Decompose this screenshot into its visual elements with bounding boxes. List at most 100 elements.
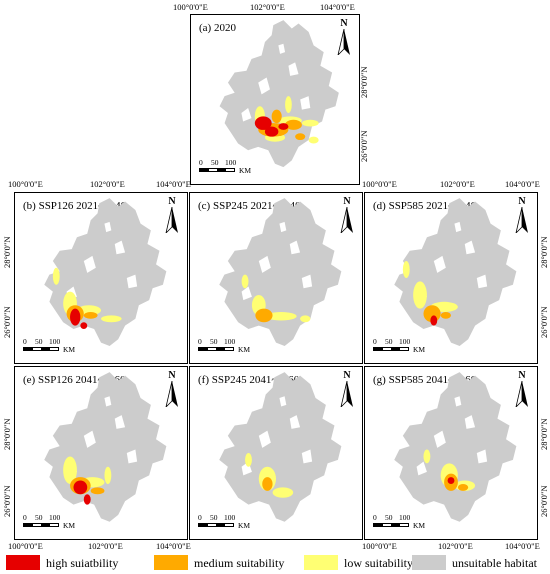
lat-tick-28: 28°0'0"N: [2, 236, 12, 268]
north-arrow-icon: N: [165, 371, 179, 412]
region-gap: [126, 274, 138, 289]
region-gap: [301, 274, 313, 289]
lat-tick-26: 26°0'0"N: [2, 306, 12, 338]
suitability-map: [219, 372, 342, 522]
scale-unit: KM: [239, 166, 252, 175]
lon-tick-100: 100°0'0"E: [8, 179, 43, 189]
region-gap: [278, 43, 286, 54]
lon-tick-104: 104°0'0"E: [505, 541, 540, 551]
lon-tick-100: 100°0'0"E: [173, 2, 208, 12]
scale-0: 0: [198, 513, 202, 522]
low-suitability-area: [63, 456, 77, 484]
north-arrow-shape: [515, 206, 528, 235]
region-gap: [476, 274, 488, 289]
scale-50: 50: [210, 337, 218, 346]
lon-tick-104: 104°0'0"E: [156, 541, 191, 551]
scale-50: 50: [385, 337, 393, 346]
suitability-map: [44, 198, 167, 346]
region-gap: [288, 62, 299, 76]
scale-0: 0: [23, 337, 27, 346]
north-arrow-icon: N: [515, 197, 529, 238]
lat-tick-28: 28°0'0"N: [539, 236, 549, 268]
legend: high suiatbility medium suitability low …: [0, 552, 550, 574]
map-panel-ssp585-2021-2040: (d) SSP585 2021~2040 N 0 50 100 KM: [364, 192, 538, 364]
north-arrow-shape: [340, 206, 353, 235]
panel-title: (a) 2020: [199, 22, 236, 34]
medium-suitability-area: [262, 477, 273, 491]
lon-tick-104: 104°0'0"E: [505, 179, 540, 189]
lon-tick-104: 104°0'0"E: [156, 179, 191, 189]
scale-100: 100: [49, 337, 61, 346]
region-gap: [258, 430, 271, 448]
legend-label-high: high suiatbility: [46, 556, 119, 570]
unsuitable-habitat-area: [394, 198, 517, 346]
lon-tick-102: 102°0'0"E: [88, 541, 123, 551]
suitability-map: [394, 198, 517, 346]
north-label: N: [343, 370, 351, 381]
low-suitability-area: [265, 312, 297, 321]
unsuitable-habitat-area: [219, 20, 339, 168]
scale-unit: KM: [63, 521, 76, 530]
lat-tick-28: 28°0'0"N: [2, 418, 12, 450]
scale-0: 0: [199, 158, 203, 167]
scale-bar-graphic: [198, 523, 234, 527]
north-arrow-shape: [165, 380, 178, 409]
region-gap: [83, 430, 96, 448]
north-label: N: [343, 196, 351, 207]
legend-label-unsuitable: unsuitable habitat: [452, 556, 537, 570]
region-gap: [454, 221, 462, 233]
lon-tick-102: 102°0'0"E: [440, 179, 475, 189]
medium-suitability-area: [255, 308, 273, 323]
scale-0: 0: [373, 337, 377, 346]
legend-swatch-medium: [154, 555, 188, 570]
low-suitability-area: [300, 315, 311, 323]
low-suitability-area: [101, 315, 122, 323]
region-gap: [241, 107, 252, 122]
lat-tick-26: 26°0'0"N: [359, 130, 369, 162]
low-suitability-area: [52, 267, 60, 285]
lat-tick-26: 26°0'0"N: [539, 306, 549, 338]
north-label: N: [168, 370, 176, 381]
medium-suitability-area: [457, 483, 469, 491]
north-arrow-shape: [515, 380, 528, 409]
high-suitability-area: [254, 116, 272, 130]
scale-100: 100: [225, 158, 237, 167]
low-suitability-area: [241, 274, 249, 289]
scale-50: 50: [35, 337, 43, 346]
scale-0: 0: [373, 513, 377, 522]
high-suitability-area: [278, 123, 289, 130]
region-gap: [289, 240, 301, 255]
high-suitability-area: [264, 126, 279, 137]
high-suitability-area: [83, 494, 91, 505]
unsuitable-habitat-area: [394, 372, 517, 522]
north-arrow-icon: N: [165, 197, 179, 238]
scale-100: 100: [224, 337, 236, 346]
lon-tick-100: 100°0'0"E: [8, 541, 43, 551]
scale-100: 100: [224, 513, 236, 522]
scale-50: 50: [385, 513, 393, 522]
low-suitability-area: [301, 119, 319, 127]
region-gap: [464, 415, 476, 429]
high-suitability-area: [447, 477, 455, 484]
scale-unit: KM: [413, 345, 426, 354]
low-suitability-area: [413, 281, 427, 309]
region-gap: [258, 77, 270, 95]
unsuitable-habitat-area: [44, 198, 167, 346]
scale-bar-graphic: [199, 168, 235, 172]
region-gap: [114, 415, 126, 429]
medium-suitability-area: [440, 312, 451, 319]
north-label: N: [518, 196, 526, 207]
low-suitability-area: [272, 487, 294, 498]
scale-50: 50: [35, 513, 43, 522]
low-suitability-area: [308, 136, 319, 144]
scale-unit: KM: [238, 345, 251, 354]
scale-50: 50: [210, 513, 218, 522]
lon-tick-102: 102°0'0"E: [250, 2, 285, 12]
suitability-map: [394, 372, 517, 522]
scale-bar-graphic: [23, 523, 59, 527]
region-gap: [476, 449, 488, 464]
scale-0: 0: [23, 513, 27, 522]
suitability-map: [219, 20, 339, 168]
region-gap: [104, 221, 112, 233]
map-panel-ssp245-2021-2040: (c) SSP245 2021~2040 N 0 50 100 KM: [189, 192, 363, 364]
